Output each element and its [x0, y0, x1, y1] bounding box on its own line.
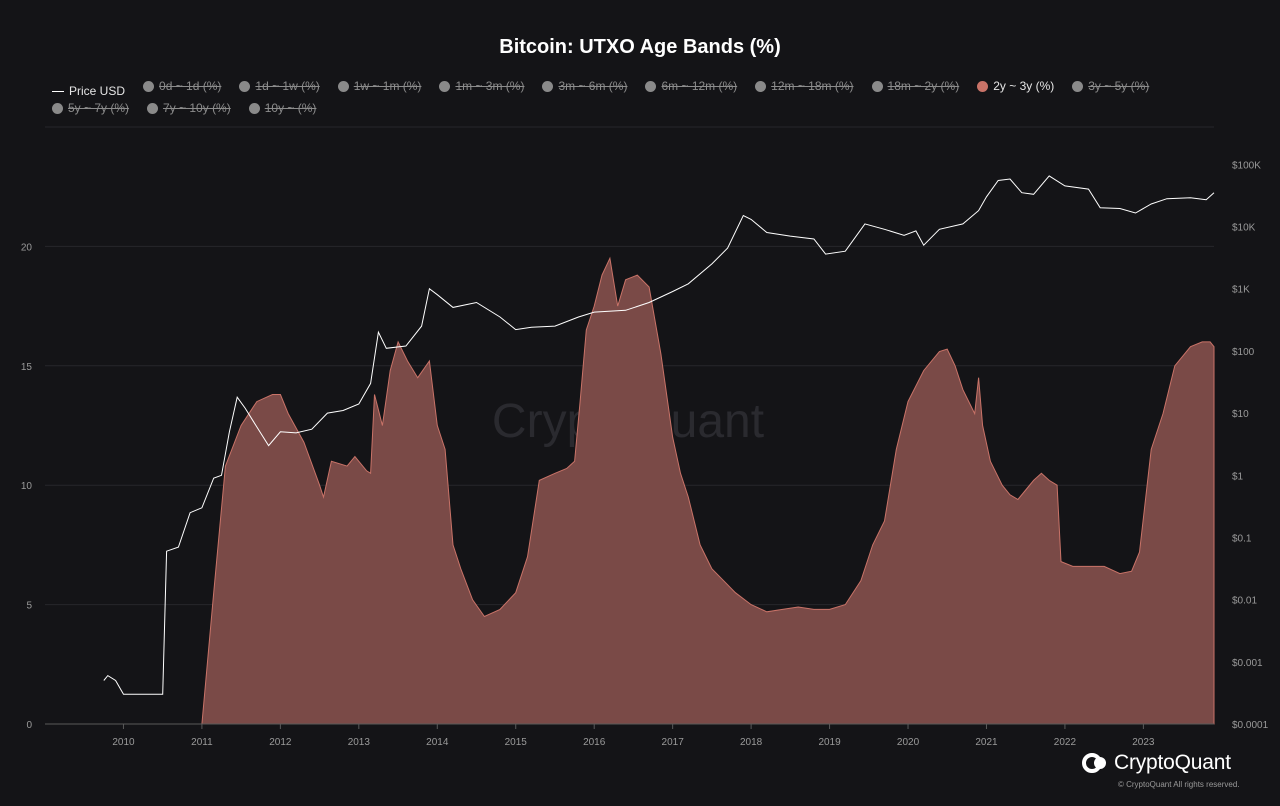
legend-dot-swatch	[439, 81, 451, 92]
legend-item[interactable]: 1d ~ 1w (%)	[239, 78, 320, 95]
legend-dot-swatch	[871, 81, 883, 92]
legend-item[interactable]: 18m ~ 2y (%)	[871, 78, 960, 95]
x-tick-label: 2022	[1054, 737, 1077, 748]
legend-item[interactable]: 7y ~ 10y (%)	[147, 100, 231, 117]
legend-label: 12m ~ 18m (%)	[771, 79, 854, 93]
y-left-tick-label: 15	[21, 362, 33, 373]
legend-label: 18m ~ 2y (%)	[887, 79, 960, 93]
x-tick-label: 2012	[269, 737, 292, 748]
logo-text: CryptoQuant	[1114, 751, 1231, 774]
y-right-tick-label: $0.01	[1232, 596, 1257, 607]
legend-label: Price USD	[69, 84, 126, 98]
legend-label: 10y ~ (%)	[264, 101, 317, 115]
y-right-tick-label: $1K	[1232, 285, 1250, 296]
legend-item[interactable]: 12m ~ 18m (%)	[755, 78, 854, 95]
x-tick-label: 2021	[975, 737, 998, 748]
legend-dot-swatch	[755, 81, 767, 92]
x-tick-label: 2016	[583, 737, 606, 748]
legend-item[interactable]: 3y ~ 5y (%)	[1072, 78, 1149, 95]
legend-dot-swatch	[239, 81, 251, 92]
y-right-tick-label: $1	[1232, 471, 1244, 482]
y-right-tick-label: $0.1	[1232, 533, 1252, 544]
legend-label: 7y ~ 10y (%)	[163, 101, 231, 115]
x-tick-label: 2010	[112, 737, 135, 748]
x-tick-label: 2023	[1132, 737, 1155, 748]
legend-item[interactable]: Price USD	[52, 83, 125, 100]
legend-label: 3m ~ 6m (%)	[558, 79, 628, 93]
legend-item[interactable]: 0d ~ 1d (%)	[143, 78, 221, 95]
axis-layer: 0 5 10 15 20 $0.0001 $0.001 $0.01 $0.1 $1 $10 $100 $…	[21, 160, 1269, 748]
y-left-tick-label: 5	[26, 601, 32, 612]
legend-item[interactable]: 10y ~ (%)	[248, 100, 317, 117]
y-right-tick-label: $0.001	[1232, 658, 1263, 669]
legend-dot-swatch	[52, 103, 63, 114]
copyright-text: © CryptoQuant All rights reserved.	[1118, 780, 1240, 789]
y-right-tick-label: $10	[1232, 409, 1249, 420]
x-tick-label: 2018	[740, 737, 763, 748]
y-left-tick-label: 10	[21, 481, 33, 492]
x-tick-label: 2020	[897, 737, 920, 748]
y-right-tick-label: $100K	[1232, 160, 1261, 171]
legend-label: 2y ~ 3y (%)	[993, 79, 1055, 93]
legend-label: 0d ~ 1d (%)	[159, 79, 222, 93]
legend-dot-swatch	[143, 81, 155, 92]
legend-item[interactable]: 1w ~ 1m (%)	[337, 78, 422, 95]
legend-label: 6m ~ 12m (%)	[661, 79, 738, 93]
legend-dot-swatch	[1072, 81, 1084, 92]
x-tick-label: 2014	[426, 737, 449, 748]
chart-legend: Price USD 0d ~ 1d (%) 1d ~ 1w (%) 1w ~ 1m (…	[52, 78, 1252, 119]
cryptoquant-logo: CryptoQuant	[1082, 750, 1231, 776]
band-area-2y-3y	[45, 256, 1215, 725]
legend-label: 3y ~ 5y (%)	[1088, 79, 1150, 93]
y-right-tick-label: $0.0001	[1232, 720, 1269, 731]
legend-item[interactable]: 1m ~ 3m (%)	[439, 78, 524, 95]
cryptoquant-logo-icon	[1082, 753, 1106, 773]
legend-dot-swatch	[977, 81, 989, 92]
legend-item[interactable]: 3m ~ 6m (%)	[542, 78, 627, 95]
price-line	[103, 175, 1215, 695]
x-tick-label: 2011	[191, 737, 213, 748]
legend-dot-swatch	[337, 81, 349, 92]
legend-label: 1w ~ 1m (%)	[353, 79, 422, 93]
legend-label: 1m ~ 3m (%)	[455, 79, 525, 93]
y-left-tick-label: 0	[26, 720, 32, 731]
legend-label: 5y ~ 7y (%)	[68, 101, 130, 115]
legend-dot-swatch	[542, 81, 554, 92]
legend-line-swatch	[52, 91, 64, 92]
y-left-tick-label: 20	[21, 242, 33, 253]
legend-dot-swatch	[248, 103, 260, 114]
x-tick-label: 2015	[505, 737, 528, 748]
legend-item[interactable]: 2y ~ 3y (%)	[977, 78, 1054, 95]
x-tick-label: 2017	[662, 737, 685, 748]
chart-title: Bitcoin: UTXO Age Bands (%)	[499, 36, 781, 58]
legend-dot-swatch	[147, 103, 159, 114]
x-tick-label: 2019	[818, 737, 841, 748]
legend-label: 1d ~ 1w (%)	[255, 79, 320, 93]
legend-item[interactable]: 5y ~ 7y (%)	[52, 100, 129, 117]
legend-item[interactable]: 6m ~ 12m (%)	[645, 78, 737, 95]
y-right-tick-label: $100	[1232, 347, 1255, 358]
y-right-tick-label: $10K	[1232, 223, 1256, 234]
x-tick-label: 2013	[348, 737, 371, 748]
legend-dot-swatch	[645, 81, 657, 92]
